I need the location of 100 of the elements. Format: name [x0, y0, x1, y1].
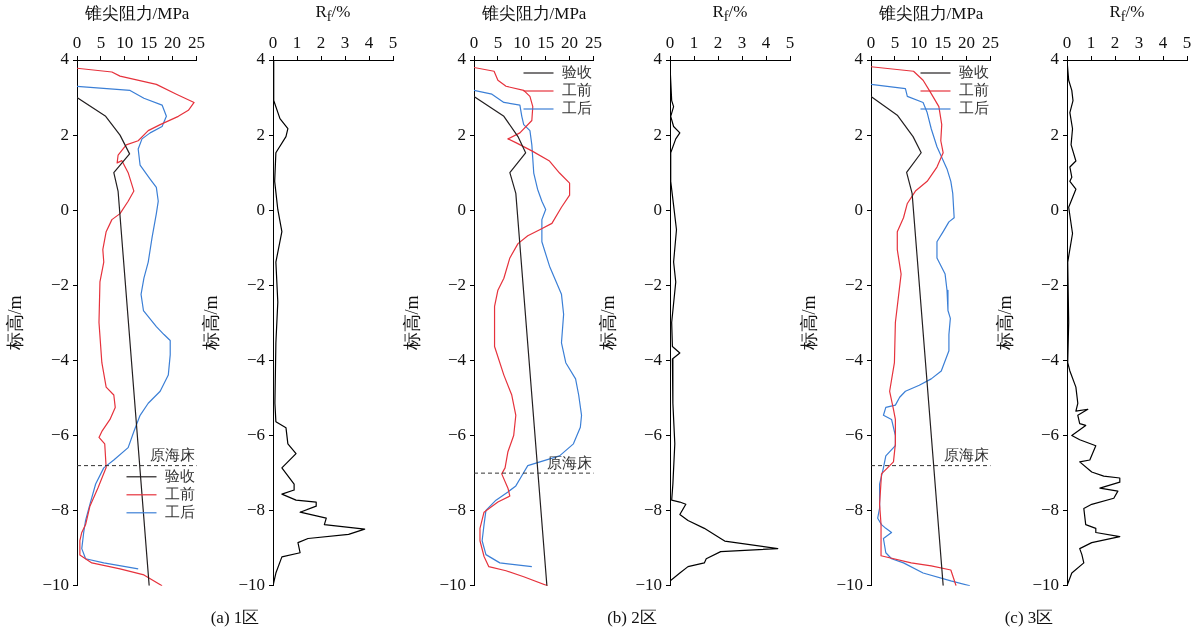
y-axis-title: 标高/m [994, 295, 1015, 352]
y-tick-label: 0 [854, 199, 863, 219]
y-axis-title: 标高/m [597, 295, 618, 352]
y-tick-label: −10 [836, 575, 863, 595]
y-axis-title: 标高/m [798, 295, 819, 352]
x-tick-label: 5 [785, 33, 795, 53]
y-axis-title: 标高/m [401, 295, 422, 352]
text: (c) 3区 [1004, 607, 1054, 629]
x-axis-title: 锥尖阻力/MPa [84, 3, 190, 25]
legend-label: 工后 [958, 99, 989, 116]
y-tick-label: 4 [854, 49, 864, 69]
x-tick-label: 4 [364, 33, 374, 53]
legend-label: 验收 [958, 63, 989, 80]
legend-label: 工后 [164, 503, 195, 520]
ref-line-label: 原海床 [943, 447, 989, 464]
y-tick-label: −10 [635, 575, 662, 595]
x-tick-label: 4 [761, 33, 771, 53]
text: (b) 2区 [607, 607, 657, 629]
x-axis-title: R$_{f}$/% [315, 2, 351, 26]
y-tick-label: 0 [1050, 199, 1059, 219]
y-tick-label: −6 [447, 425, 466, 445]
y-tick-label: −4 [50, 349, 70, 369]
x-tick-label: 1 [1086, 33, 1096, 53]
x-tick-label: 5 [96, 33, 106, 53]
y-tick-label: −10 [42, 575, 69, 595]
y-tick-label: −10 [1032, 575, 1059, 595]
legend-label: 工后 [561, 99, 592, 116]
ref-line-label: 原海床 [149, 447, 195, 464]
x-tick-label: 3 [340, 33, 350, 53]
x-tick-label: 25 [585, 33, 602, 53]
ref-line-label: 原海床 [546, 454, 592, 471]
y-tick-label: 0 [653, 199, 662, 219]
x-tick-label: 3 [737, 33, 747, 53]
y-tick-label: −4 [643, 349, 663, 369]
text: (a) 1区 [210, 607, 260, 629]
y-tick-label: −4 [246, 349, 266, 369]
x-tick-label: 20 [958, 33, 976, 53]
y-tick-label: 0 [256, 199, 265, 219]
y-tick-label: 4 [256, 49, 266, 69]
y-tick-label: 2 [60, 124, 69, 144]
x-tick-label: 15 [537, 33, 555, 53]
x-tick-label: 1 [292, 33, 302, 53]
y-tick-label: −2 [447, 274, 466, 294]
x-tick-label: 10 [513, 33, 531, 53]
x-axis-title: R$_{f}$/% [1109, 2, 1145, 26]
x-tick-label: 20 [164, 33, 182, 53]
y-tick-label: −8 [643, 500, 662, 520]
y-tick-label: −6 [844, 425, 863, 445]
y-tick-label: −6 [1040, 425, 1059, 445]
y-tick-label: 0 [457, 199, 466, 219]
legend-label: 工前 [958, 81, 989, 98]
y-tick-label: −10 [439, 575, 466, 595]
legend-label: 工前 [561, 81, 592, 98]
y-tick-label: 2 [854, 124, 863, 144]
x-tick-label: 15 [140, 33, 158, 53]
y-tick-label: −8 [447, 500, 466, 520]
x-tick-label: 5 [493, 33, 503, 53]
y-tick-label: 2 [457, 124, 466, 144]
y-tick-label: 2 [1050, 124, 1059, 144]
x-axis-title: R$_{f}$/% [712, 2, 748, 26]
y-tick-label: −8 [1040, 500, 1059, 520]
y-tick-label: −4 [1040, 349, 1060, 369]
x-tick-label: 1 [689, 33, 699, 53]
y-tick-label: 2 [653, 124, 662, 144]
x-tick-label: 2 [713, 33, 723, 53]
y-axis-title: 标高/m [200, 295, 221, 352]
x-tick-label: 2 [1110, 33, 1120, 53]
y-tick-label: 4 [653, 49, 663, 69]
x-tick-label: 25 [188, 33, 205, 53]
y-tick-label: −2 [246, 274, 265, 294]
y-tick-label: −8 [246, 500, 265, 520]
y-tick-label: −4 [844, 349, 864, 369]
y-tick-label: −6 [50, 425, 69, 445]
y-tick-label: −2 [844, 274, 863, 294]
x-tick-label: 15 [934, 33, 952, 53]
x-tick-label: 5 [388, 33, 398, 53]
y-tick-label: −6 [246, 425, 265, 445]
x-tick-label: 10 [116, 33, 134, 53]
legend-label: 验收 [164, 467, 195, 484]
y-tick-label: 0 [60, 199, 69, 219]
x-axis-title: 锥尖阻力/MPa [481, 3, 587, 25]
y-tick-label: −2 [50, 274, 69, 294]
x-tick-label: 25 [982, 33, 999, 53]
x-tick-label: 2 [316, 33, 326, 53]
y-tick-label: 4 [1050, 49, 1060, 69]
y-tick-label: −2 [643, 274, 662, 294]
y-tick-label: 4 [457, 49, 467, 69]
x-tick-label: 4 [1158, 33, 1168, 53]
x-axis-title: 锥尖阻力/MPa [878, 3, 984, 25]
y-tick-label: −4 [447, 349, 467, 369]
y-tick-label: −8 [844, 500, 863, 520]
legend-label: 验收 [561, 63, 592, 80]
y-tick-label: −6 [643, 425, 662, 445]
y-tick-label: −10 [238, 575, 265, 595]
y-tick-label: 2 [256, 124, 265, 144]
legend-label: 工前 [164, 485, 195, 502]
x-tick-label: 10 [910, 33, 928, 53]
x-tick-label: 5 [890, 33, 900, 53]
x-tick-label: 5 [1182, 33, 1192, 53]
x-tick-label: 3 [1134, 33, 1144, 53]
